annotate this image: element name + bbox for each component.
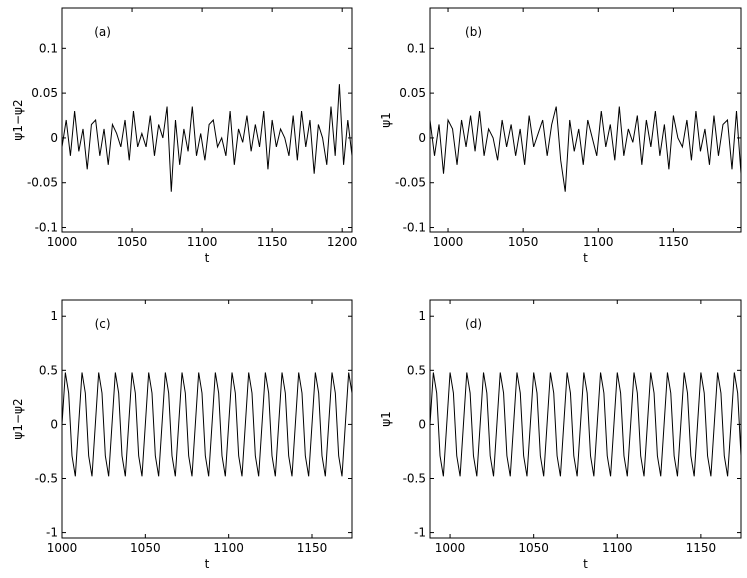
y-tick-label: 0	[50, 131, 58, 145]
line-series	[429, 106, 742, 192]
y-tick-label: 0	[418, 417, 426, 431]
x-tick-label: 1000	[47, 541, 78, 555]
y-axis-label: ψ1−ψ2	[11, 99, 25, 140]
y-tick-label: 0	[418, 131, 426, 145]
y-tick-label: -0.1	[35, 221, 58, 235]
line-series	[61, 84, 353, 192]
x-tick-label: 1000	[435, 541, 466, 555]
x-tick-label: 1150	[686, 541, 717, 555]
y-tick-label: -1	[414, 526, 426, 540]
y-tick-label: 0.05	[31, 86, 58, 100]
y-tick-label: -0.05	[27, 176, 58, 190]
plot-frame	[61, 7, 353, 233]
plot-frame	[429, 299, 742, 539]
panel-label: (d)	[465, 317, 482, 331]
x-axis-label: t	[205, 251, 210, 265]
x-tick-label: 1150	[658, 235, 689, 249]
y-tick-label: 0.5	[39, 363, 58, 377]
y-tick-label: -0.1	[403, 221, 426, 235]
plot-frame	[429, 7, 742, 233]
y-tick-label: -0.5	[403, 472, 426, 486]
y-tick-label: -1	[46, 526, 58, 540]
y-tick-label: 1	[50, 309, 58, 323]
y-tick-label: 1	[418, 309, 426, 323]
y-tick-label: 0.1	[407, 41, 426, 55]
line-series	[429, 372, 742, 477]
x-tick-label: 1100	[602, 541, 633, 555]
panel-label: (b)	[465, 25, 482, 39]
x-tick-label: 1050	[508, 235, 539, 249]
x-axis-label: t	[583, 251, 588, 265]
y-axis-label: ψ1−ψ2	[11, 398, 25, 439]
y-axis-label: ψ1	[379, 411, 393, 427]
x-tick-label: 1050	[130, 541, 161, 555]
y-tick-label: 0.5	[407, 363, 426, 377]
y-axis-label: ψ1	[379, 112, 393, 128]
x-tick-label: 1000	[433, 235, 464, 249]
x-tick-label: 1150	[257, 235, 288, 249]
panel-label: (a)	[94, 25, 111, 39]
x-tick-label: 1200	[327, 235, 358, 249]
x-tick-label: 1000	[47, 235, 78, 249]
y-tick-label: 0	[50, 417, 58, 431]
x-axis-label: t	[205, 557, 210, 571]
line-series	[61, 372, 353, 477]
y-tick-label: 0.05	[399, 86, 426, 100]
panel-label: (c)	[95, 317, 111, 331]
plot-frame	[61, 299, 353, 539]
x-tick-label: 1100	[187, 235, 218, 249]
y-tick-label: -0.05	[395, 176, 426, 190]
y-tick-label: -0.5	[35, 472, 58, 486]
x-tick-label: 1050	[518, 541, 549, 555]
y-tick-label: 0.1	[39, 41, 58, 55]
x-axis-label: t	[583, 557, 588, 571]
x-tick-label: 1050	[117, 235, 148, 249]
x-tick-label: 1100	[583, 235, 614, 249]
x-tick-label: 1100	[213, 541, 244, 555]
x-tick-label: 1150	[297, 541, 328, 555]
